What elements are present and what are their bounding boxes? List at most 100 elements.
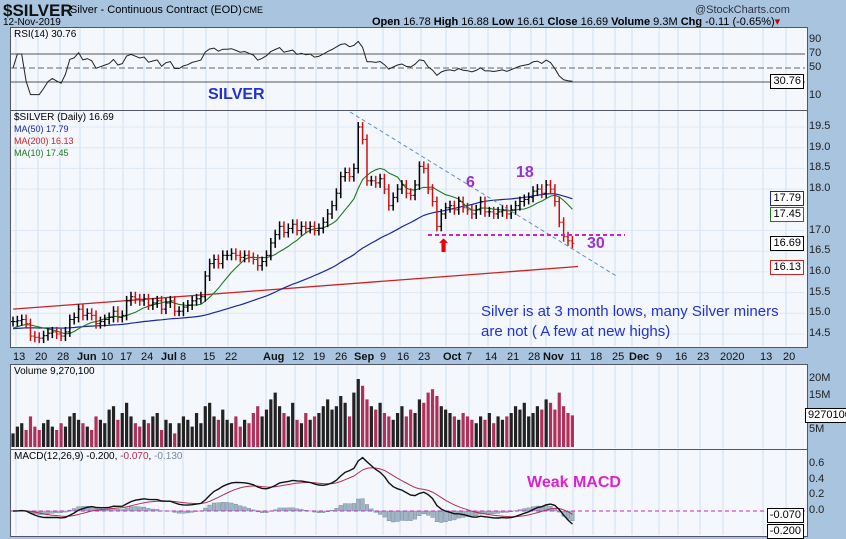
date-tick-label: 10 [101,351,113,363]
macd-histogram-bar [365,505,369,511]
volume-bar [518,410,521,447]
volume-bar [51,427,54,447]
volume-bar [339,396,342,447]
macd-legend: MACD(12,26,9) -0.200, -0.070, -0.130 [14,451,182,462]
volume-bar [413,413,416,447]
volume-tick-label: 5M [809,423,824,436]
volume-bar [396,413,399,447]
macd-histogram-bar [439,511,443,523]
macd-histogram-bar [444,511,448,522]
volume-bar [103,423,106,447]
volume-bar [282,413,285,447]
macd-legend-label: MACD(12,26,9) [14,451,83,462]
rsi-tick-label: 50 [809,61,821,74]
date-tick-label: 21 [507,351,519,363]
volume-bar [64,427,67,447]
volume-bar [295,420,298,447]
volume-bar [112,406,115,447]
volume-bar [204,406,207,447]
volume-bar [182,416,185,447]
volume-bar [68,416,71,447]
price-legend: $SILVER (Daily) 16.69 [14,112,114,123]
volume-bar [121,413,124,447]
silver-note: Silver is at 3 month lows, many Silver m… [481,302,791,342]
volume-bar [173,433,176,447]
volume-bar [230,423,233,447]
date-tick-label: 13 [13,351,25,363]
volume-bar [217,420,220,447]
macd-histogram-bar [243,507,247,511]
macd-histogram-bar [383,511,387,517]
volume-bar [510,413,513,447]
volume-bar [20,423,23,447]
volume-bar [475,423,478,447]
volume-bar [239,427,242,447]
price-tick-label: 18.5 [809,161,830,174]
volume-bar [527,416,530,447]
ma50-legend: MA(50) 17.79 [14,124,69,134]
price-tick-label: 19.5 [809,120,830,133]
macd-histogram-bar [356,499,360,511]
volume-bar [38,430,41,447]
volume-bar [256,406,259,447]
volume-bar [243,420,246,447]
date-tick-label: Nov [543,351,565,363]
date-tick-label: 23 [418,351,430,363]
silver-title-annotation: SILVER [208,86,265,104]
macd-histogram-bar [418,511,422,516]
date-tick-label: 15 [203,351,215,363]
macd-histogram-bar [431,511,435,517]
volume-bar [291,403,294,447]
macd-histogram-bar [208,505,212,511]
volume-bar [16,427,19,447]
volume-bar [545,399,548,447]
volume-bar [418,399,421,447]
volume-bar [540,410,543,447]
volume-bar [29,416,32,447]
macd-histogram-bar [212,503,216,511]
volume-bar [566,413,569,447]
volume-bar [33,427,36,447]
ma10-tag: 17.45 [770,207,804,222]
rsi-legend: RSI(14) 30.76 [14,29,76,40]
date-tick-label: 26 [335,351,347,363]
volume-bar [134,423,137,447]
macd-histogram-bar [134,507,138,511]
volume-bar [462,413,465,447]
volume-tick-label: 15M [809,389,830,402]
volume-bar [59,423,62,447]
macd-histogram-bar [203,508,207,511]
macd-histogram-bar [361,499,365,511]
volume-bar [247,423,250,447]
date-tick-label: 18 [590,351,602,363]
volume-bar [453,416,456,447]
volume-bar [374,410,377,447]
macd-hist-value: -0.130 [154,451,182,462]
volume-bar [531,413,534,447]
price-tick-label: 16.0 [809,265,830,278]
date-tick-label: 2020 [720,351,744,363]
volume-bar [466,416,469,447]
volume-legend: Volume 9,270,100 [14,366,95,377]
volume-bar [94,416,97,447]
macd-histogram-bar [238,506,242,511]
volume-bar [11,433,14,447]
volume-bar [287,416,290,447]
macd-tick-label: 0.0 [809,504,824,517]
volume-bar [42,423,45,447]
ma10-legend: MA(10) 17.45 [14,148,69,158]
volume-bar [108,410,111,447]
volume-bar [317,413,320,447]
macd-tick-label: 0.4 [809,473,824,486]
volume-bar [169,423,172,447]
price-tick-label: 15.0 [809,306,830,319]
volume-bar [348,416,351,447]
volume-bar [448,413,451,447]
volume-bar [431,389,434,447]
volume-bar [274,393,277,447]
macd-histogram-bar [339,505,343,511]
date-tick-label: 28 [528,351,540,363]
rsi-tick-label: 10 [809,89,821,102]
macd-histogram-bar [378,511,382,514]
macd-tick-label: 0.2 [809,488,824,501]
